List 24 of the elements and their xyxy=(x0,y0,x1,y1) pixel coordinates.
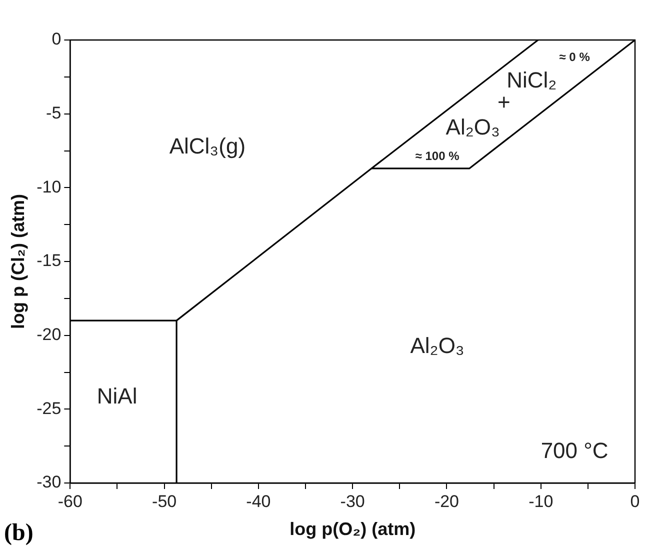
y-tick-label: -30 xyxy=(36,472,62,492)
x-axis-title: log p(O₂) (atm) xyxy=(290,519,416,540)
text: (b) xyxy=(4,520,34,547)
x-tick-label: -10 xyxy=(528,492,554,511)
annotation: ≈ 100 % xyxy=(415,148,460,163)
annotation: 700 °C xyxy=(540,438,608,464)
annotation: NiAl xyxy=(96,384,138,409)
y-tick-label: 0 xyxy=(52,30,62,49)
annotation: AlCl₃(g) xyxy=(169,134,246,159)
x-tick-label: 0 xyxy=(630,492,640,511)
annotation: Al₂O₃ xyxy=(410,333,464,358)
y-axis-title: log p (Cl₂) (atm) xyxy=(8,194,28,329)
y-tick-label: -15 xyxy=(36,251,62,270)
x-tick-label: -30 xyxy=(340,492,365,511)
y-tick-label: -20 xyxy=(36,325,62,344)
x-tick-label: -50 xyxy=(152,492,177,511)
x-tick-label: -20 xyxy=(434,492,460,511)
y-tick-label: -10 xyxy=(36,177,62,196)
y-tick-label: -25 xyxy=(36,398,62,418)
y-tick-label: -5 xyxy=(46,104,62,123)
x-tick-label: -60 xyxy=(58,492,82,511)
annotation: ≈ 0 % xyxy=(559,50,590,64)
x-tick-label: -40 xyxy=(246,492,271,511)
annotation: Al₂O₃ xyxy=(446,114,500,140)
